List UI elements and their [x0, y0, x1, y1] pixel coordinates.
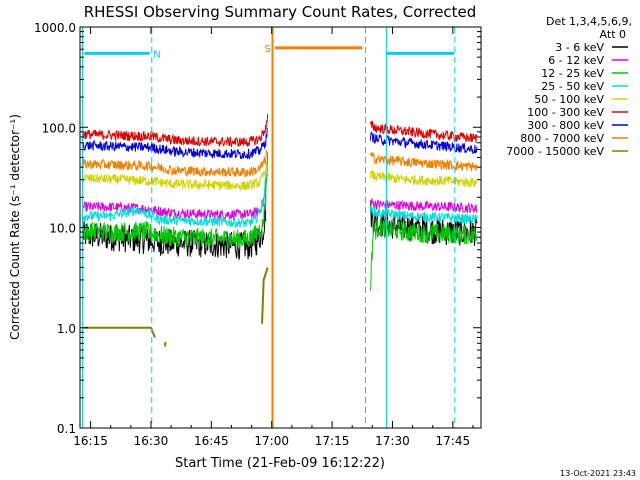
series-50-100kev — [82, 160, 477, 191]
y-tick-label: 1.0 — [57, 322, 76, 336]
legend-entry-label: 7000 - 15000 keV — [506, 145, 604, 158]
y-tick-label: 100.0 — [42, 121, 76, 135]
y-tick-label: 0.1 — [57, 422, 76, 436]
series-7000-15000kev — [82, 267, 269, 347]
y-tick-label: 10.0 — [49, 222, 76, 236]
y-axis-label: Corrected Count Rate (s⁻¹ detector⁻¹) — [8, 114, 22, 340]
series-line-segment — [261, 267, 269, 324]
annotation-label: N — [153, 49, 160, 60]
x-tick-label: 17:00 — [254, 434, 289, 448]
annotation-label: S — [265, 44, 271, 55]
series-line-segment — [82, 178, 267, 221]
series-line-segment — [369, 218, 478, 291]
legend-entry-label: 12 - 25 keV — [541, 67, 604, 80]
y-tick-label: 1000.0 — [34, 21, 76, 35]
series-25-50kev — [82, 174, 478, 229]
legend-entry-label: 800 - 7000 keV — [520, 132, 604, 145]
series-line-segment — [82, 160, 268, 191]
chart-title: RHESSI Observing Summary Count Rates, Co… — [84, 3, 477, 21]
series-line-segment — [369, 131, 478, 155]
series-line-segment — [82, 152, 269, 250]
series-6-12kev — [82, 178, 478, 221]
series-line-segment — [369, 152, 478, 172]
footer-date: 13-Oct-2021 23:43 — [560, 469, 636, 478]
series-line-segment — [82, 149, 268, 178]
x-tick-label: 16:45 — [194, 434, 229, 448]
legend-header-detectors: Det 1,3,4,5,6,9, — [546, 15, 632, 28]
series-12-25kev — [82, 152, 478, 291]
series-800-7000kev — [82, 149, 478, 178]
series-line-segment — [82, 113, 269, 148]
x-tick-label: 17:30 — [375, 434, 410, 448]
series-300-800kev — [82, 128, 478, 160]
series-line-segment — [82, 174, 267, 229]
series-line-segment — [82, 128, 268, 160]
series-line-segment — [369, 120, 478, 143]
legend-entry-label: 6 - 12 keV — [548, 54, 604, 67]
legend-entry-label: 25 - 50 keV — [541, 80, 604, 93]
x-tick-label: 17:45 — [436, 434, 471, 448]
annotation-s: S — [265, 27, 366, 428]
legend-entry-label: 100 - 300 keV — [527, 106, 604, 119]
series-line-segment — [369, 205, 478, 225]
series-line-segment — [369, 198, 478, 214]
legend-header-attenuator: Att 0 — [600, 28, 626, 41]
legend-entry-label: 300 - 800 keV — [527, 119, 604, 132]
axis-layer: 16:15 16:30 16:45 17:00 17:15 17:30 17:45 1000.… — [34, 21, 481, 448]
x-tick-label: 16:30 — [134, 434, 169, 448]
series-line-segment — [369, 170, 477, 188]
annotation-n2 — [385, 27, 456, 428]
x-axis-label: Start Time (21-Feb-09 16:12:22) — [175, 456, 385, 471]
legend-entry-label: 3 - 6 keV — [555, 41, 604, 54]
series-line-segment — [82, 326, 156, 338]
series-layer — [82, 113, 478, 347]
annotation-layer: NS — [82, 27, 456, 428]
legend-entry-label: 50 - 100 keV — [534, 93, 604, 106]
x-tick-label: 17:15 — [315, 434, 350, 448]
series-100-300kev — [82, 113, 478, 148]
x-tick-label: 16:15 — [73, 434, 108, 448]
